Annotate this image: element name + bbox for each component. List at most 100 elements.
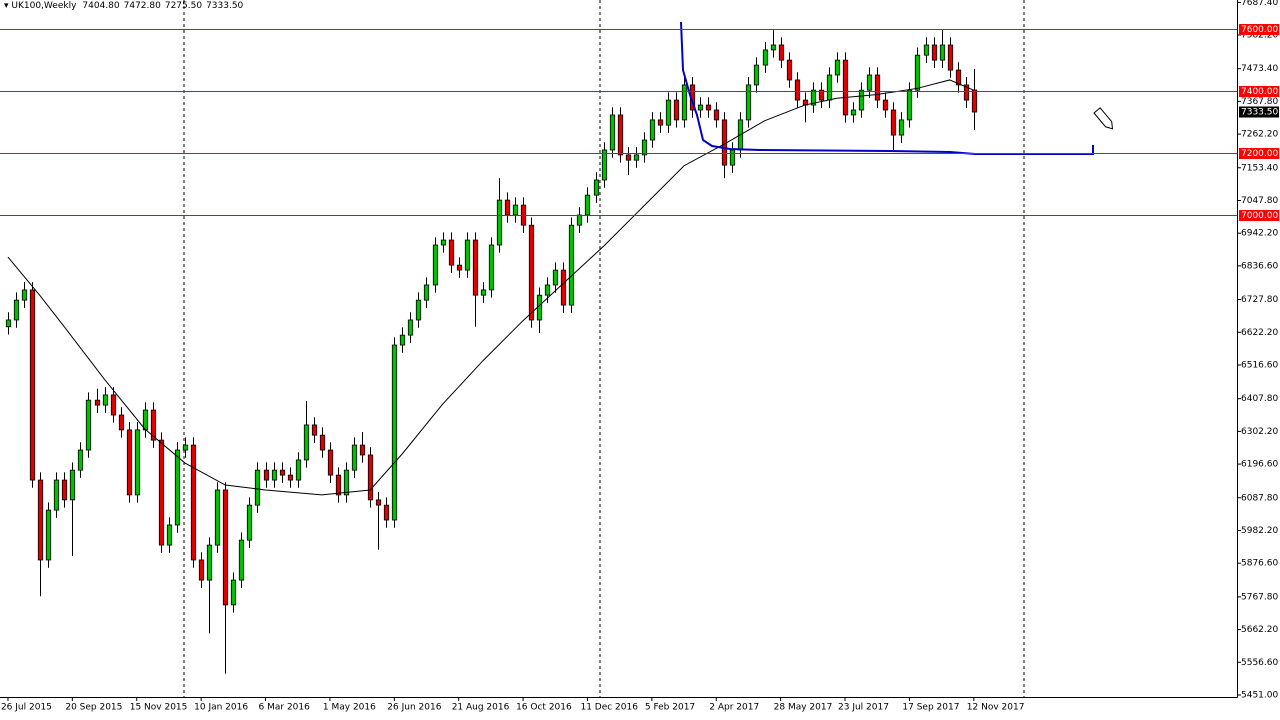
candle-body [576, 214, 583, 226]
moving-average [7, 79, 975, 496]
candle-body [407, 319, 414, 336]
candle-body [770, 44, 777, 51]
candle-body [61, 479, 68, 501]
candle-body [335, 474, 342, 496]
candle-body [874, 74, 881, 101]
price-label-box [1239, 106, 1279, 118]
candle-body [818, 89, 825, 101]
x-tick-label: 21 Aug 2016 [452, 703, 510, 713]
candle-body [705, 104, 712, 111]
candle-body [842, 59, 849, 116]
candle-body [5, 319, 12, 328]
candle-body [464, 239, 471, 271]
candle-body [593, 179, 600, 196]
y-tick-label: 7047.80 [1241, 196, 1278, 206]
level-label: 7600.00 [1241, 25, 1278, 35]
candle-body [327, 449, 334, 476]
ohlc-high: 7472.80 [124, 1, 161, 11]
candle-body [794, 79, 801, 101]
candle-body [448, 239, 455, 266]
candle-body [423, 284, 430, 301]
candle-body [343, 469, 350, 496]
candle-body [657, 119, 664, 126]
candle-body [552, 269, 559, 286]
x-tick-label: 26 Jul 2015 [1, 703, 52, 713]
level-label: 7000.00 [1241, 211, 1278, 221]
candle-body [319, 434, 326, 451]
y-tick-label: 6622.20 [1241, 328, 1278, 338]
candle-body [633, 154, 640, 161]
candle-body [351, 444, 358, 471]
candle-body [858, 89, 865, 111]
level-label-box [1239, 24, 1279, 35]
candle-body [230, 579, 237, 606]
candle-body [206, 544, 213, 581]
y-tick-label: 5662.20 [1241, 625, 1278, 635]
candle-body [110, 394, 117, 416]
candle-body [601, 149, 608, 181]
level-label-box [1239, 210, 1279, 221]
candle-body [786, 59, 793, 81]
chart-header: ▾ UK100,Weekly 7404.80 7472.80 7275.50 7333.… [4, 1, 244, 11]
candle-body [166, 524, 173, 546]
candle-body [673, 99, 680, 121]
candle-body [45, 509, 52, 561]
y-tick-label: 6836.60 [1241, 261, 1278, 271]
candle-body [480, 289, 487, 296]
candle-body [102, 394, 109, 406]
candle-body [271, 469, 278, 481]
candle-body [488, 244, 495, 291]
candle-body [947, 44, 954, 71]
y-tick-label: 5982.20 [1241, 526, 1278, 536]
candle-body [142, 409, 149, 431]
candle-body [504, 199, 511, 216]
candle-body [971, 89, 978, 113]
y-tick-label: 7473.40 [1241, 64, 1278, 74]
candle-body [367, 454, 374, 501]
y-tick-label: 7262.20 [1241, 130, 1278, 140]
y-tick-label: 7582.20 [1241, 30, 1278, 40]
candle-body [625, 154, 632, 161]
candle-body [681, 84, 688, 121]
y-tick-label: 6727.80 [1241, 295, 1278, 305]
candle-body [745, 84, 752, 121]
candle-body [53, 479, 60, 511]
candle-body [287, 474, 294, 481]
candle-body [190, 444, 197, 561]
y-tick-label: 5767.80 [1241, 592, 1278, 602]
candle-body [198, 559, 205, 581]
level-label-box [1239, 148, 1279, 159]
candle-body [665, 99, 672, 126]
candle-body [826, 74, 833, 101]
candle-body [311, 424, 318, 436]
candle-body [890, 109, 897, 136]
candle-body [544, 284, 551, 296]
candle-body [810, 89, 817, 106]
candle-body [118, 414, 125, 431]
x-tick-label: 1 May 2016 [323, 703, 376, 713]
y-tick-label: 5876.60 [1241, 559, 1278, 569]
y-tick-label: 6196.60 [1241, 460, 1278, 470]
candle-body [375, 499, 382, 506]
candle-body [914, 54, 921, 91]
candle-body [963, 84, 970, 101]
x-tick-label: 23 Jul 2017 [838, 703, 889, 713]
candle-body [254, 469, 261, 506]
y-tick-label: 6407.80 [1241, 394, 1278, 404]
plot-area [5, 0, 1025, 697]
candle-body [359, 444, 366, 456]
candle-body [214, 489, 221, 546]
candle-body [158, 439, 165, 546]
candle-body [641, 139, 648, 156]
candle-body [295, 459, 302, 481]
candle-body [472, 239, 479, 296]
candle-body [609, 114, 616, 151]
candle-body [617, 114, 624, 156]
candle-body [432, 244, 439, 286]
x-tick-label: 26 Jun 2016 [387, 703, 441, 713]
candle-body [94, 399, 101, 406]
candle-body [440, 239, 447, 246]
candle-body [584, 194, 591, 216]
candle-body [882, 99, 889, 111]
